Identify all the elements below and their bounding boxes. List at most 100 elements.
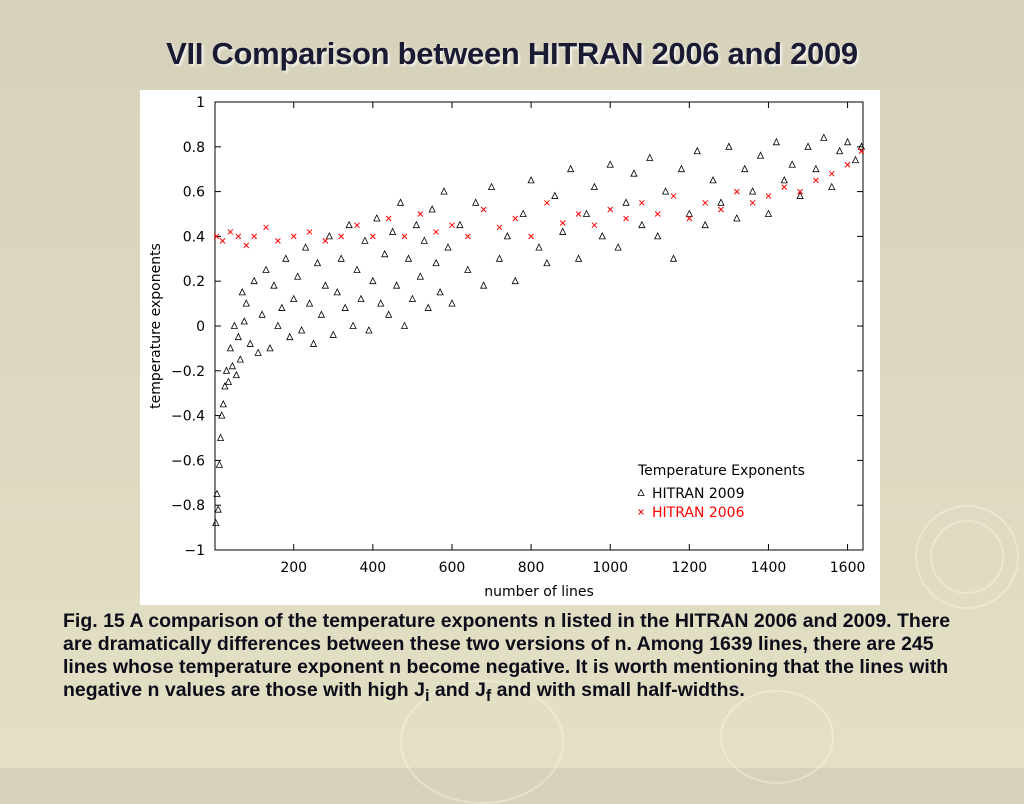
plot-frame xyxy=(214,101,864,551)
y-tick-label: −0.6 xyxy=(171,453,205,469)
data-point-hitran-2006 xyxy=(227,229,234,235)
data-point-hitran-2009 xyxy=(693,146,701,155)
data-point-hitran-2009 xyxy=(361,236,369,244)
data-point-hitran-2009 xyxy=(440,187,448,195)
data-point-hitran-2009 xyxy=(590,182,599,191)
data-point-hitran-2009 xyxy=(843,137,852,146)
data-point-hitran-2009 xyxy=(836,146,844,155)
data-point-hitran-2009 xyxy=(487,182,496,191)
data-point-hitran-2009 xyxy=(638,220,646,229)
x-axis-label: number of lines xyxy=(484,584,594,600)
data-point-hitran-2006 xyxy=(322,238,329,244)
data-point-hitran-2009 xyxy=(495,254,504,262)
data-point-hitran-2009 xyxy=(246,339,254,347)
figure-caption: Fig. 15 A comparison of the temperature … xyxy=(63,610,973,708)
data-point-hitran-2006 xyxy=(670,193,677,199)
data-point-hitran-2009 xyxy=(250,276,258,285)
data-point-hitran-2009 xyxy=(654,232,662,240)
data-point-hitran-2009 xyxy=(373,214,381,222)
data-point-hitran-2009 xyxy=(582,209,591,217)
data-point-hitran-2006 xyxy=(797,188,803,195)
data-point-hitran-2006 xyxy=(401,233,408,240)
data-point-hitran-2009 xyxy=(238,288,246,296)
data-point-hitran-2009 xyxy=(258,310,266,318)
caption-sub-i: i xyxy=(424,686,430,705)
data-point-hitran-2006 xyxy=(813,177,819,184)
data-point-hitran-2009 xyxy=(329,330,337,338)
data-point-hitran-2009 xyxy=(400,321,409,329)
data-point-hitran-2009 xyxy=(317,310,326,318)
data-point-hitran-2009 xyxy=(377,299,385,307)
data-point-hitran-2009 xyxy=(396,198,405,206)
data-point-hitran-2009 xyxy=(622,198,630,206)
data-point-hitran-2009 xyxy=(646,153,654,161)
background-ripple xyxy=(915,505,1019,609)
data-point-hitran-2006 xyxy=(623,215,629,222)
data-point-hitran-2006 xyxy=(219,238,226,244)
data-point-hitran-2009 xyxy=(278,303,286,311)
data-point-hitran-2006 xyxy=(702,199,709,206)
y-axis-label: temperature exponents xyxy=(148,243,164,409)
data-point-hitran-2009 xyxy=(408,294,417,303)
data-point-hitran-2009 xyxy=(216,433,225,441)
data-point-hitran-2006 xyxy=(654,211,661,217)
data-point-hitran-2006 xyxy=(544,199,550,206)
data-point-hitran-2009 xyxy=(305,299,314,307)
x-tick-label: 600 xyxy=(439,560,466,576)
data-point-hitran-2009 xyxy=(820,133,828,141)
legend-label-2006: HITRAN 2006 xyxy=(652,505,745,521)
data-point-hitran-2009 xyxy=(851,155,860,164)
y-tick-label: 0.4 xyxy=(183,229,205,245)
x-tick-label: 200 xyxy=(280,560,307,576)
caption-end: and with small half-widths. xyxy=(491,679,745,701)
data-point-hitran-2009 xyxy=(748,187,757,195)
data-point-hitran-2006 xyxy=(275,238,281,244)
data-point-hitran-2009 xyxy=(309,339,318,347)
data-point-hitran-2009 xyxy=(234,332,242,341)
data-point-hitran-2009 xyxy=(365,326,373,334)
data-point-hitran-2009 xyxy=(804,142,812,150)
data-point-hitran-2009 xyxy=(262,265,270,273)
data-point-hitran-2009 xyxy=(733,214,741,222)
data-point-hitran-2009 xyxy=(392,281,401,289)
data-point-hitran-2006 xyxy=(433,229,439,235)
data-point-hitran-2009 xyxy=(385,310,393,318)
data-point-hitran-2006 xyxy=(512,215,519,222)
data-point-hitran-2009 xyxy=(337,254,345,262)
data-point-hitran-2009 xyxy=(213,489,221,497)
data-point-hitran-2009 xyxy=(444,243,452,251)
data-point-hitran-2009 xyxy=(212,518,220,527)
data-point-hitran-2006 xyxy=(449,222,455,229)
data-point-hitran-2009 xyxy=(796,191,804,199)
y-tick-label: −0.2 xyxy=(171,364,205,380)
data-point-hitran-2009 xyxy=(222,366,231,374)
chart-panel: −1 −0.8 −0.6 −0.4 −0.2 0 0.2 0.4 0.6 0.8 1 200 400 60… xyxy=(140,90,880,605)
x-tick-label: 800 xyxy=(518,560,545,576)
data-point-hitran-2009 xyxy=(286,332,294,341)
data-point-hitran-2009 xyxy=(230,321,239,329)
data-point-hitran-2009 xyxy=(325,232,333,240)
data-point-hitran-2006 xyxy=(607,206,614,213)
data-point-hitran-2006 xyxy=(338,233,345,240)
data-point-hitran-2006 xyxy=(781,184,788,190)
data-point-hitran-2009 xyxy=(290,294,298,303)
caption-sub-f: f xyxy=(485,686,492,705)
x-tick-label: 1400 xyxy=(751,560,787,576)
data-point-hitran-2009 xyxy=(559,227,567,235)
legend-marker-2009 xyxy=(637,488,645,496)
data-point-hitran-2009 xyxy=(282,254,290,262)
data-point-hitran-2006 xyxy=(263,224,269,231)
y-tick-label: 0.8 xyxy=(183,140,205,156)
data-point-hitran-2009 xyxy=(701,220,709,229)
data-point-hitran-2009 xyxy=(503,232,511,240)
data-point-hitran-2006 xyxy=(496,224,503,231)
data-point-hitran-2009 xyxy=(772,137,781,146)
data-point-hitran-2009 xyxy=(333,288,341,296)
data-point-hitran-2009 xyxy=(388,227,397,235)
data-point-hitran-2006 xyxy=(417,211,424,217)
data-point-hitran-2009 xyxy=(606,160,614,168)
data-point-hitran-2006 xyxy=(369,233,376,240)
data-point-hitran-2009 xyxy=(242,299,250,307)
x-tick-label: 1200 xyxy=(672,560,708,576)
